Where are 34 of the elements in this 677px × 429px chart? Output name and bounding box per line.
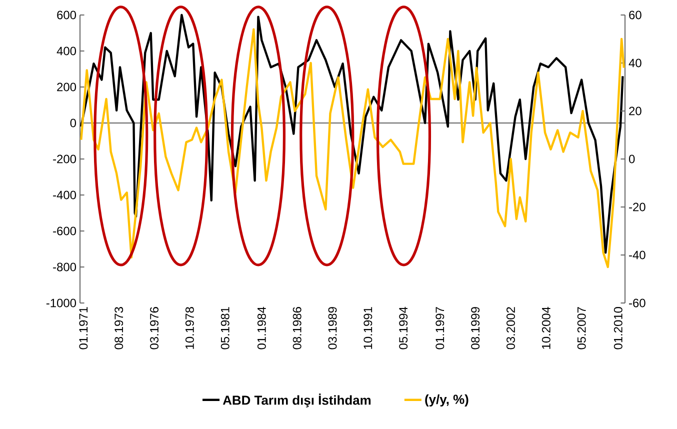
x-tick-label: 10.1978: [185, 307, 194, 349]
legend-label: ABD Tarım dışı İstihdam: [222, 394, 371, 408]
y-tick-label: -200: [53, 154, 76, 164]
x-tick-label: 01.1997: [436, 307, 444, 350]
x-tick-label: 08.1986: [292, 307, 302, 350]
y2-tick-label: -20: [629, 202, 646, 212]
x-tick-label: 01.2010: [614, 306, 622, 350]
x-tick-label: 10.2004: [542, 306, 550, 349]
y2-tick-label: 0: [628, 154, 635, 164]
legend-label: (y/y, %): [425, 394, 468, 407]
x-tick-label: 08.1973: [114, 307, 124, 350]
x-tick-label: 08.1999: [471, 307, 480, 350]
y-tick-label: 400: [56, 46, 76, 56]
y2-tick-label: 60: [629, 10, 642, 20]
y-tick-label: 0: [70, 118, 76, 128]
y-tick-label: -1000: [46, 298, 76, 308]
x-tick-label: 05.1994: [399, 306, 408, 350]
y-tick-label: -800: [53, 262, 76, 272]
x-tick-label: 01.1984: [257, 306, 266, 350]
y2-tick-label: 40: [628, 58, 642, 68]
x-tick-label: 01.1971: [79, 307, 88, 350]
x-tick-label: 05.2007: [577, 307, 586, 350]
x-tick-label: 03.2002: [506, 307, 515, 350]
x-tick-label: 10.1991: [364, 307, 372, 349]
y2-tick-label: -40: [629, 250, 646, 260]
y2-tick-label: 20: [629, 106, 642, 116]
y-tick-label: -600: [53, 226, 76, 236]
y-tick-label: -400: [53, 190, 76, 200]
y-tick-label: 600: [57, 10, 76, 20]
y-tick-label: 200: [57, 82, 76, 92]
y2-tick-label: -60: [629, 298, 646, 308]
x-tick-label: 05.1981: [220, 307, 230, 350]
x-tick-label: 03.1976: [150, 307, 158, 350]
x-tick-label: 03.1989: [328, 307, 337, 350]
